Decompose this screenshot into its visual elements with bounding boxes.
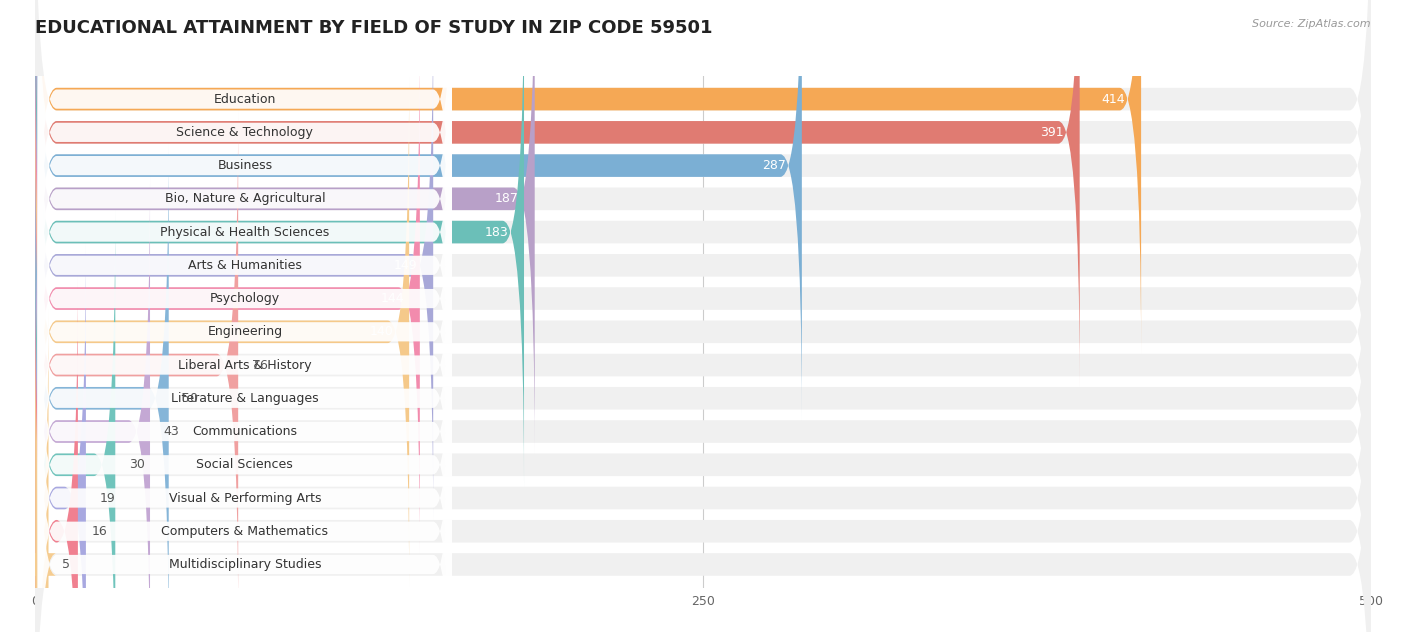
Text: Physical & Health Sciences: Physical & Health Sciences — [160, 226, 329, 238]
Text: Liberal Arts & History: Liberal Arts & History — [179, 358, 312, 372]
FancyBboxPatch shape — [35, 0, 1371, 354]
FancyBboxPatch shape — [35, 0, 524, 487]
Text: Communications: Communications — [193, 425, 297, 438]
Text: 50: 50 — [183, 392, 198, 404]
FancyBboxPatch shape — [35, 111, 238, 619]
Text: Visual & Performing Arts: Visual & Performing Arts — [169, 492, 321, 504]
FancyBboxPatch shape — [35, 0, 801, 420]
FancyBboxPatch shape — [35, 177, 1371, 632]
Text: 149: 149 — [394, 259, 418, 272]
FancyBboxPatch shape — [35, 0, 534, 454]
FancyBboxPatch shape — [35, 77, 1371, 586]
FancyBboxPatch shape — [38, 341, 451, 632]
FancyBboxPatch shape — [35, 310, 1371, 632]
FancyBboxPatch shape — [35, 243, 1371, 632]
Text: 144: 144 — [380, 292, 404, 305]
FancyBboxPatch shape — [27, 310, 56, 632]
FancyBboxPatch shape — [38, 209, 451, 632]
Text: Computers & Mathematics: Computers & Mathematics — [162, 525, 329, 538]
FancyBboxPatch shape — [35, 0, 1371, 420]
FancyBboxPatch shape — [35, 277, 77, 632]
Text: Multidisciplinary Studies: Multidisciplinary Studies — [169, 558, 321, 571]
Text: 391: 391 — [1040, 126, 1063, 139]
Text: 287: 287 — [762, 159, 786, 172]
FancyBboxPatch shape — [38, 75, 451, 521]
FancyBboxPatch shape — [38, 0, 451, 322]
FancyBboxPatch shape — [35, 111, 1371, 619]
Text: 183: 183 — [484, 226, 508, 238]
Text: Literature & Languages: Literature & Languages — [172, 392, 319, 404]
FancyBboxPatch shape — [35, 177, 150, 632]
Text: Source: ZipAtlas.com: Source: ZipAtlas.com — [1253, 19, 1371, 29]
Text: Bio, Nature & Agricultural: Bio, Nature & Agricultural — [165, 192, 325, 205]
FancyBboxPatch shape — [35, 0, 1080, 387]
FancyBboxPatch shape — [35, 44, 1371, 553]
Text: 187: 187 — [495, 192, 519, 205]
FancyBboxPatch shape — [35, 11, 433, 520]
FancyBboxPatch shape — [35, 77, 409, 586]
FancyBboxPatch shape — [38, 241, 451, 632]
FancyBboxPatch shape — [35, 210, 115, 632]
FancyBboxPatch shape — [35, 277, 1371, 632]
FancyBboxPatch shape — [35, 0, 1371, 387]
Text: 19: 19 — [100, 492, 115, 504]
FancyBboxPatch shape — [35, 243, 86, 632]
Text: Science & Technology: Science & Technology — [176, 126, 314, 139]
Text: 43: 43 — [163, 425, 179, 438]
FancyBboxPatch shape — [35, 143, 169, 632]
FancyBboxPatch shape — [38, 0, 451, 389]
FancyBboxPatch shape — [35, 0, 1371, 487]
Text: 30: 30 — [129, 458, 145, 471]
Text: 140: 140 — [370, 325, 394, 338]
Text: 414: 414 — [1101, 93, 1125, 106]
FancyBboxPatch shape — [38, 275, 451, 632]
FancyBboxPatch shape — [35, 44, 420, 553]
FancyBboxPatch shape — [35, 11, 1371, 520]
Text: 5: 5 — [62, 558, 70, 571]
FancyBboxPatch shape — [35, 143, 1371, 632]
FancyBboxPatch shape — [38, 9, 451, 455]
Text: Engineering: Engineering — [207, 325, 283, 338]
FancyBboxPatch shape — [35, 210, 1371, 632]
FancyBboxPatch shape — [38, 308, 451, 632]
FancyBboxPatch shape — [38, 175, 451, 621]
Text: EDUCATIONAL ATTAINMENT BY FIELD OF STUDY IN ZIP CODE 59501: EDUCATIONAL ATTAINMENT BY FIELD OF STUDY… — [35, 19, 713, 37]
FancyBboxPatch shape — [38, 0, 451, 355]
FancyBboxPatch shape — [38, 109, 451, 555]
FancyBboxPatch shape — [35, 0, 1142, 354]
Text: Education: Education — [214, 93, 276, 106]
Text: Arts & Humanities: Arts & Humanities — [188, 259, 302, 272]
Text: 76: 76 — [252, 358, 267, 372]
FancyBboxPatch shape — [35, 0, 1371, 454]
Text: Social Sciences: Social Sciences — [197, 458, 294, 471]
FancyBboxPatch shape — [38, 42, 451, 489]
Text: Business: Business — [218, 159, 273, 172]
FancyBboxPatch shape — [38, 142, 451, 588]
FancyBboxPatch shape — [38, 0, 451, 422]
Text: 16: 16 — [91, 525, 107, 538]
Text: Psychology: Psychology — [209, 292, 280, 305]
